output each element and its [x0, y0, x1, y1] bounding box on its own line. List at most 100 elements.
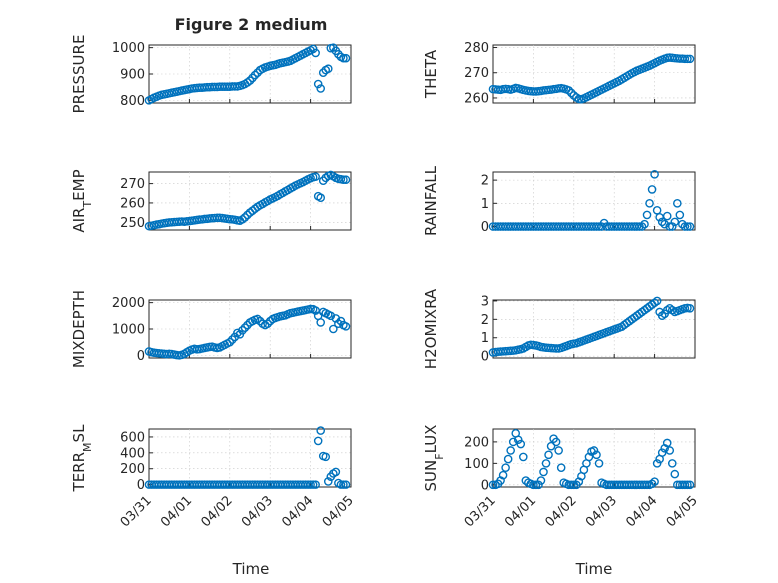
x-tick-label: 03/31: [118, 493, 155, 530]
data-point: [685, 303, 695, 313]
data-point: [316, 84, 326, 93]
y-tick-label: 0: [481, 478, 489, 493]
data-point: [313, 436, 323, 446]
data-point: [313, 79, 323, 89]
y-axis-label: MIXDEPTH: [70, 290, 88, 368]
data-point: [513, 435, 523, 445]
data-point: [685, 222, 695, 231]
data-point: [632, 222, 642, 231]
data-point: [645, 199, 654, 208]
data-point: [534, 480, 543, 490]
plot-area: [148, 428, 352, 488]
y-tick-label: 0: [137, 478, 145, 493]
y-tick-label: 3: [481, 294, 489, 309]
data-series-air_temp: [144, 170, 351, 231]
data-point: [647, 479, 657, 489]
data-point: [316, 193, 326, 203]
x-tick-label: 04/05: [320, 493, 357, 530]
y-tick-label: 280: [464, 41, 489, 56]
y-tick-label: 200: [464, 435, 489, 450]
y-axis-label-suffix: LUX: [422, 425, 440, 454]
data-point: [240, 323, 250, 332]
data-point: [536, 476, 546, 485]
data-point: [665, 222, 675, 231]
data-point: [592, 222, 601, 231]
data-point: [339, 53, 348, 63]
x-tick-label: 04/02: [199, 493, 236, 530]
y-tick-label: 2: [481, 313, 489, 328]
data-point: [503, 454, 513, 464]
data-point: [647, 185, 657, 194]
y-axis-label: TERRMSL: [70, 424, 94, 493]
data-point: [253, 314, 262, 324]
data-point: [683, 222, 692, 231]
y-tick-label: 900: [120, 68, 145, 83]
y-tick-label: 800: [120, 94, 145, 109]
data-point: [341, 175, 351, 185]
data-point: [488, 480, 498, 490]
data-point: [539, 467, 548, 477]
data-point: [498, 470, 508, 480]
data-point: [263, 319, 272, 329]
y-tick-label: 2: [481, 174, 489, 189]
data-point: [316, 426, 326, 435]
y-axis-label: H2OMIXRA: [422, 288, 440, 369]
data-point: [331, 467, 341, 477]
y-tick-label: 250: [120, 216, 145, 231]
subplot-air_temp: 250 260 270 AIRTEMP: [70, 169, 352, 233]
data-point: [657, 217, 667, 227]
y-tick-label: 0: [481, 220, 489, 235]
data-point: [323, 477, 333, 486]
subplot-sun_flux: 0 100 200 03/31 04/01 04/02 04/03 04/04 04/05 SUN…: [422, 425, 701, 531]
y-tick-label: 1000: [112, 41, 145, 56]
subplot-theta: 260 270 280 THETA: [422, 41, 696, 106]
data-series-theta: [488, 53, 695, 104]
y-axis-label-subscript: F: [433, 453, 446, 459]
data-point: [592, 450, 601, 460]
data-point: [326, 311, 336, 321]
data-point: [341, 53, 351, 63]
x-tick-label: 03/31: [462, 493, 499, 530]
data-point: [228, 335, 237, 344]
data-point: [652, 459, 662, 468]
y-tick-label: 600: [120, 430, 145, 445]
data-point: [546, 441, 556, 451]
data-point: [680, 480, 690, 490]
data-point: [336, 480, 346, 489]
data-point: [316, 318, 326, 327]
x-axis-label-left: Time: [232, 560, 270, 578]
data-point: [506, 446, 515, 455]
data-point: [657, 448, 667, 457]
x-tick-label: 04/01: [158, 493, 195, 530]
data-point: [594, 459, 604, 468]
data-point: [589, 446, 599, 455]
subplot-mixdepth: 0 1000 2000 MIXDEPTH: [70, 290, 352, 368]
y-axis-label: PRESSURE: [70, 35, 88, 114]
data-point: [566, 88, 576, 98]
data-point: [556, 463, 566, 472]
data-point: [341, 480, 351, 489]
data-point: [341, 322, 351, 331]
data-point: [680, 222, 690, 231]
subplot-pressure: 800 900 1000 PRESSURE: [70, 35, 352, 114]
data-point: [554, 446, 563, 455]
data-point: [321, 452, 331, 462]
y-axis-label-suffix: EMP: [70, 169, 88, 200]
data-point: [516, 439, 526, 449]
data-point: [531, 480, 541, 490]
data-point: [306, 480, 315, 489]
data-point: [529, 480, 538, 490]
data-series-h2omixra: [488, 296, 695, 357]
y-tick-label: 270: [120, 177, 145, 192]
y-axis-label-subscript: T: [81, 201, 94, 209]
data-point: [650, 477, 659, 486]
data-point: [662, 438, 672, 448]
y-axis-label-suffix: SL: [70, 424, 88, 443]
data-point: [544, 450, 553, 460]
data-point: [566, 480, 576, 490]
subplot-h2omixra: 0 1 2 3 H2OMIXRA: [422, 288, 696, 369]
data-point: [675, 210, 685, 220]
x-tick-label: 04/02: [543, 493, 580, 530]
